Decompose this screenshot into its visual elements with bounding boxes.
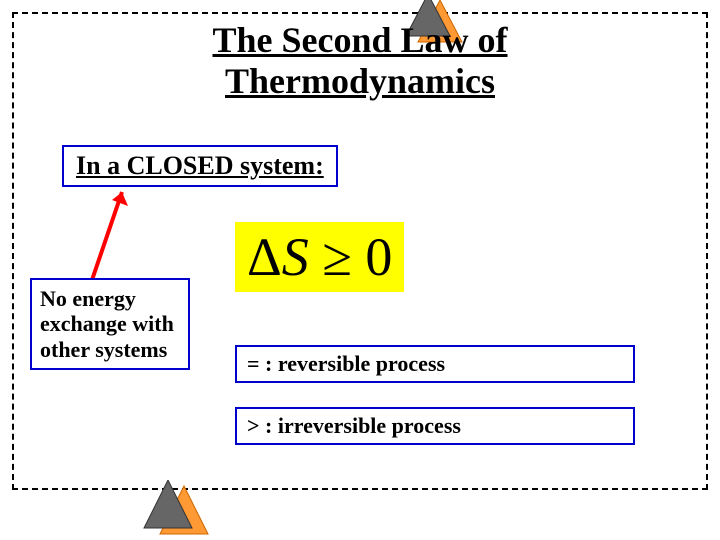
note-irreversible: > : irreversible process <box>235 407 635 445</box>
slide-title: The Second Law of Thermodynamics <box>0 20 720 103</box>
title-line-2: Thermodynamics <box>225 61 495 101</box>
arrow-annotation <box>80 180 140 290</box>
title-line-1: The Second Law of <box>212 20 507 60</box>
energy-note: No energy exchange with other systems <box>30 278 190 370</box>
note-reversible: = : reversible process <box>235 345 635 383</box>
entropy-equation: ΔS ≥ 0 <box>235 222 404 292</box>
decorative-triangle-bottom <box>140 480 212 540</box>
